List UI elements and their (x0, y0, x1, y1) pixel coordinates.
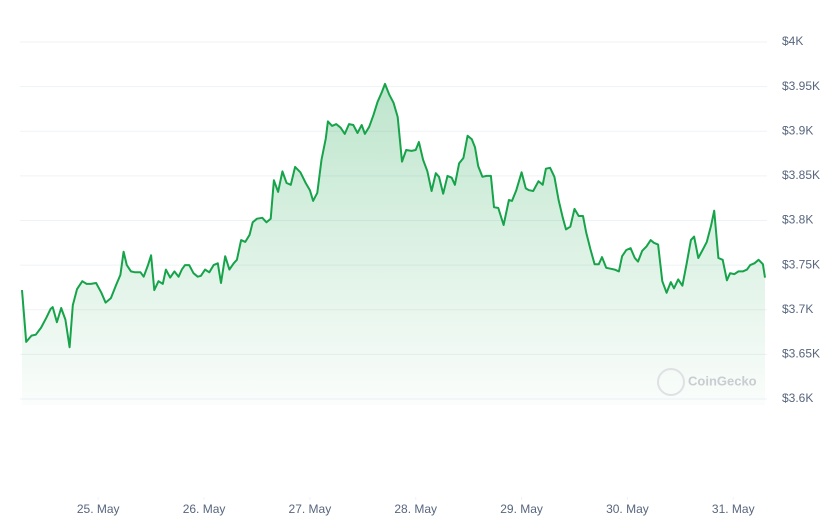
y-tick-label: $4K (782, 34, 803, 48)
y-tick-label: $3.65K (782, 347, 820, 361)
watermark: CoinGecko (688, 373, 757, 388)
plot (21, 82, 766, 406)
y-tick-label: $3.6K (782, 391, 813, 405)
x-tick-label: 31. May (712, 502, 755, 516)
labels: $3.6K $3.65K $3.7K $3.75K $3.8K $3.85K $3.9K $3… (77, 34, 820, 516)
y-tick-label: $3.85K (782, 168, 820, 182)
x-tick-label: 26. May (183, 502, 226, 516)
watermark-logo (657, 368, 685, 396)
y-tick-label: $3.95K (782, 79, 820, 93)
y-tick-label: $3.75K (782, 257, 820, 271)
price-line (21, 82, 766, 349)
y-tick-label: $3.8K (782, 213, 813, 227)
y-tick-label: $3.9K (782, 123, 813, 137)
x-tick-label: 30. May (606, 502, 649, 516)
x-tick-label: 25. May (77, 502, 120, 516)
price-area (22, 83, 765, 406)
x-tick-label: 27. May (289, 502, 332, 516)
x-tick-label: 28. May (394, 502, 437, 516)
y-tick-label: $3.7K (782, 302, 813, 316)
x-tick-label: 29. May (500, 502, 543, 516)
